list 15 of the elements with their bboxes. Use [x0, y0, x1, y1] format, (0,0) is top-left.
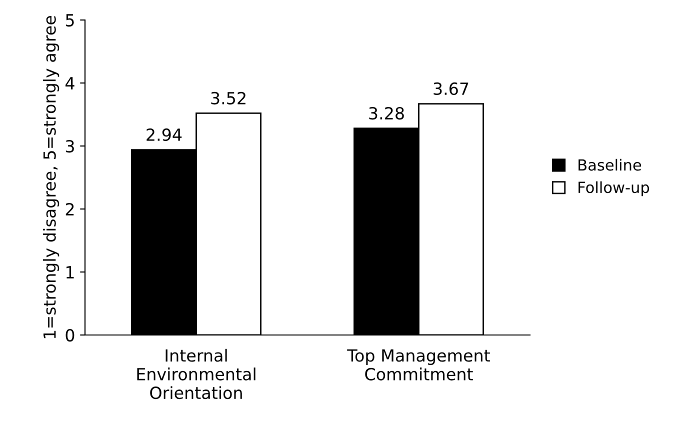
x-tick-label: Top Management Commitment: [347, 349, 490, 380]
y-tick-label: 1: [66, 266, 74, 278]
y-tick-label: 0: [66, 328, 74, 342]
y-tick-label: 5: [66, 14, 74, 27]
data-label: 3.67: [434, 82, 468, 96]
y-tick-label: 3: [66, 140, 74, 153]
y-tick-label: 2: [66, 202, 74, 216]
y-tick-label: 4: [65, 77, 74, 90]
y-axis-title: 1=strongly disagree, 5=strongly agree: [42, 16, 60, 338]
x-tick-label: Internal Environmental Orientation: [137, 348, 256, 400]
data-label: 3.28: [369, 106, 404, 120]
data-label: 2.94: [146, 128, 182, 141]
legend-label: Follow-up: [578, 181, 650, 196]
legend-label: Baseline: [578, 158, 642, 171]
data-label: 3.52: [211, 92, 246, 104]
